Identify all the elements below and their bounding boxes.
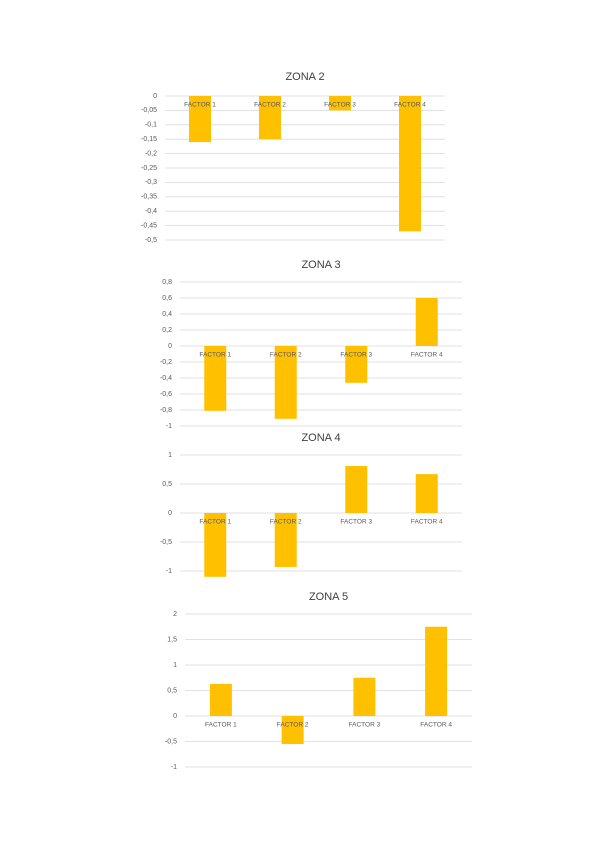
chart-title: ZONA 3: [301, 259, 340, 271]
y-tick-label: -0,1: [145, 122, 157, 129]
x-tick-label: FACTOR 3: [324, 102, 356, 109]
y-tick-label: -0,45: [141, 222, 157, 229]
bar: [345, 346, 368, 383]
y-tick-label: -0,2: [145, 150, 157, 157]
x-tick-label: FACTOR 4: [411, 519, 443, 526]
y-tick-label: -0,2: [160, 359, 172, 366]
bar: [209, 683, 232, 716]
bar: [415, 474, 438, 513]
chart-title: ZONA 2: [285, 71, 324, 83]
y-tick-label: 0: [168, 510, 172, 517]
x-tick-label: FACTOR 4: [420, 722, 452, 729]
bar: [353, 677, 376, 716]
y-tick-label: -0,8: [160, 407, 172, 414]
y-tick-label: 1,5: [167, 636, 177, 643]
y-tick-label: -0,35: [141, 194, 157, 201]
y-tick-label: 0,6: [162, 295, 172, 302]
bar: [274, 513, 297, 567]
y-tick-label: 1: [173, 662, 177, 669]
x-tick-label: FACTOR 2: [270, 352, 302, 359]
bar: [415, 298, 438, 346]
y-tick-label: -0,05: [141, 107, 157, 114]
y-tick-label: -0,5: [165, 738, 177, 745]
x-tick-label: FACTOR 2: [270, 519, 302, 526]
bar: [329, 96, 351, 111]
chart-title: ZONA 5: [309, 591, 348, 603]
chart-title: ZONA 4: [301, 432, 340, 444]
y-tick-label: 0,2: [162, 327, 172, 334]
bar: [204, 346, 227, 411]
y-tick-label: 2: [173, 611, 177, 618]
y-tick-label: -1: [166, 423, 172, 430]
x-tick-label: FACTOR 4: [411, 352, 443, 359]
x-tick-label: FACTOR 1: [184, 102, 216, 109]
y-tick-label: 0: [168, 343, 172, 350]
bar: [259, 96, 281, 140]
x-tick-label: FACTOR 3: [340, 352, 372, 359]
bar: [425, 626, 448, 716]
x-tick-label: FACTOR 2: [254, 102, 286, 109]
bar: [274, 346, 297, 419]
y-tick-label: -0,5: [160, 539, 172, 546]
y-tick-label: 0: [173, 713, 177, 720]
bar: [204, 513, 227, 577]
y-tick-label: -0,4: [145, 208, 157, 215]
y-tick-label: -1: [171, 764, 177, 771]
x-tick-label: FACTOR 1: [199, 519, 231, 526]
y-tick-label: -0,15: [141, 136, 157, 143]
y-tick-label: -0,6: [160, 391, 172, 398]
y-tick-label: 0,4: [162, 311, 172, 318]
bar: [345, 466, 368, 513]
y-tick-label: 0,5: [162, 481, 172, 488]
x-tick-label: FACTOR 4: [394, 102, 426, 109]
x-tick-label: FACTOR 1: [199, 352, 231, 359]
y-tick-label: -0,25: [141, 165, 157, 172]
bar: [189, 96, 211, 143]
bar: [399, 96, 421, 232]
y-tick-label: 0: [153, 93, 157, 100]
y-tick-label: -0,5: [145, 237, 157, 244]
x-tick-label: FACTOR 2: [277, 722, 309, 729]
x-tick-label: FACTOR 3: [349, 722, 381, 729]
y-tick-label: 0,8: [162, 279, 172, 286]
y-tick-label: 1: [168, 452, 172, 459]
bar: [281, 716, 304, 745]
y-tick-label: -0,4: [160, 375, 172, 382]
y-tick-label: -0,3: [145, 179, 157, 186]
y-tick-label: 0,5: [167, 687, 177, 694]
x-tick-label: FACTOR 1: [205, 722, 237, 729]
y-tick-label: -1: [166, 568, 172, 575]
x-tick-label: FACTOR 3: [340, 519, 372, 526]
